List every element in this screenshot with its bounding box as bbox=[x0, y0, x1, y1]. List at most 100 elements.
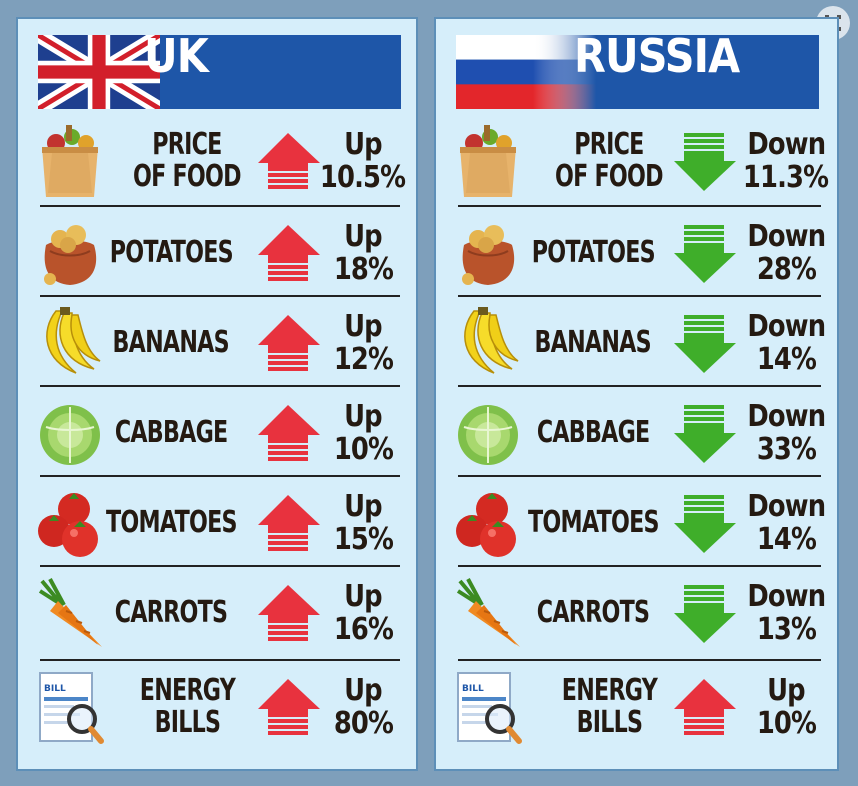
russia-row: BILL ENERGY BILLS Up 10% bbox=[436, 663, 837, 751]
row-divider bbox=[40, 385, 400, 387]
item-label: POTATOES bbox=[510, 209, 676, 297]
banana-icon bbox=[36, 305, 104, 381]
row-divider bbox=[40, 205, 400, 207]
change-percent: 10% bbox=[756, 706, 816, 741]
arrow-up-icon bbox=[254, 223, 322, 285]
change-percent: 12% bbox=[333, 342, 393, 377]
change-percent: 18% bbox=[333, 252, 393, 287]
item-label: TOMATOES bbox=[90, 479, 252, 567]
item-label: ENERGY BILLS bbox=[532, 663, 686, 751]
uk-row: TOMATOES Up 15% bbox=[18, 479, 416, 567]
russia-row: CARROTS Down 13% bbox=[436, 569, 837, 657]
item-label: ENERGY BILLS bbox=[112, 663, 262, 751]
uk-row: CARROTS Up 16% bbox=[18, 569, 416, 657]
row-divider bbox=[458, 385, 821, 387]
item-label-line1: PRICE bbox=[152, 127, 222, 162]
banana-icon bbox=[454, 305, 522, 381]
russia-row: POTATOES Down 28% bbox=[436, 209, 837, 297]
arrow-down-icon bbox=[670, 493, 738, 555]
item-label-line1: POTATOES bbox=[531, 235, 655, 270]
price-change: Up 80% bbox=[318, 663, 408, 751]
item-label-line1: CABBAGE bbox=[536, 415, 650, 450]
arrow-down-icon bbox=[670, 583, 738, 645]
arrow-up-icon bbox=[254, 403, 322, 465]
uk-row: CABBAGE Up 10% bbox=[18, 389, 416, 477]
russia-row: PRICE OF FOOD Down 11.3% bbox=[436, 117, 837, 205]
item-label-line2: BILLS bbox=[576, 705, 642, 740]
change-direction: Down bbox=[747, 489, 826, 524]
arrow-up-icon bbox=[670, 677, 738, 739]
change-direction: Up bbox=[344, 309, 383, 344]
item-label-line1: CABBAGE bbox=[114, 415, 228, 450]
arrow-down-icon bbox=[670, 131, 738, 193]
arrow-down-icon bbox=[670, 223, 738, 285]
change-percent: 11.3% bbox=[743, 160, 829, 195]
change-percent: 15% bbox=[333, 522, 393, 557]
price-change: Down 14% bbox=[736, 479, 836, 567]
row-divider bbox=[40, 295, 400, 297]
item-label-line2: BILLS bbox=[154, 705, 220, 740]
price-change: Down 28% bbox=[736, 209, 836, 297]
change-direction: Down bbox=[747, 127, 826, 162]
change-direction: Up bbox=[344, 219, 383, 254]
grocery-bag-icon bbox=[454, 123, 522, 199]
cabbage-icon bbox=[454, 395, 522, 471]
change-direction: Down bbox=[747, 219, 826, 254]
russia-row: TOMATOES Down 14% bbox=[436, 479, 837, 567]
item-label: PRICE OF FOOD bbox=[112, 117, 262, 205]
row-divider bbox=[458, 205, 821, 207]
item-label: POTATOES bbox=[90, 209, 252, 297]
uk-row: BANANAS Up 12% bbox=[18, 299, 416, 387]
price-change: Up 10% bbox=[736, 663, 836, 751]
change-direction: Down bbox=[747, 399, 826, 434]
arrow-up-icon bbox=[254, 131, 322, 193]
row-divider bbox=[458, 475, 821, 477]
uk-row: POTATOES Up 18% bbox=[18, 209, 416, 297]
carrot-icon bbox=[454, 575, 522, 651]
russia-title: RUSSIA bbox=[574, 29, 740, 83]
arrow-up-icon bbox=[254, 583, 322, 645]
row-divider bbox=[40, 659, 400, 661]
price-change: Up 10% bbox=[318, 389, 408, 477]
row-divider bbox=[40, 565, 400, 567]
bill-label: BILL bbox=[462, 684, 484, 694]
price-change: Up 10.5% bbox=[318, 117, 408, 205]
uk-title: UK bbox=[144, 29, 209, 83]
item-label-line1: TOMATOES bbox=[105, 505, 237, 540]
item-label-line1: BANANAS bbox=[112, 325, 230, 360]
change-percent: 10% bbox=[333, 432, 393, 467]
cabbage-icon bbox=[36, 395, 104, 471]
item-label: PRICE OF FOOD bbox=[532, 117, 686, 205]
arrow-up-icon bbox=[254, 677, 322, 739]
item-label: CABBAGE bbox=[510, 389, 676, 477]
item-label-line1: POTATOES bbox=[109, 235, 233, 270]
item-label-line1: TOMATOES bbox=[527, 505, 659, 540]
price-change: Up 15% bbox=[318, 479, 408, 567]
bill-magnifier-icon: BILL bbox=[36, 669, 104, 745]
bill-label: BILL bbox=[44, 684, 66, 694]
item-label-line1: CARROTS bbox=[536, 595, 650, 630]
item-label-line1: ENERGY bbox=[561, 673, 657, 708]
item-label-line1: ENERGY bbox=[139, 673, 235, 708]
row-divider bbox=[458, 565, 821, 567]
arrow-up-icon bbox=[254, 313, 322, 375]
change-direction: Up bbox=[767, 673, 806, 708]
price-change: Down 33% bbox=[736, 389, 836, 477]
price-change: Up 12% bbox=[318, 299, 408, 387]
potato-sack-icon bbox=[36, 215, 104, 291]
change-direction: Up bbox=[344, 127, 383, 162]
grocery-bag-icon bbox=[36, 123, 104, 199]
item-label-line2: OF FOOD bbox=[133, 159, 242, 194]
russia-row: BANANAS Down 14% bbox=[436, 299, 837, 387]
change-direction: Up bbox=[344, 673, 383, 708]
item-label-line1: CARROTS bbox=[114, 595, 228, 630]
item-label: CARROTS bbox=[510, 569, 676, 657]
arrow-down-icon bbox=[670, 313, 738, 375]
item-label-line2: OF FOOD bbox=[555, 159, 664, 194]
russia-row: CABBAGE Down 33% bbox=[436, 389, 837, 477]
item-label: CARROTS bbox=[90, 569, 252, 657]
price-change: Up 18% bbox=[318, 209, 408, 297]
change-percent: 80% bbox=[333, 706, 393, 741]
price-change: Down 13% bbox=[736, 569, 836, 657]
arrow-down-icon bbox=[670, 403, 738, 465]
